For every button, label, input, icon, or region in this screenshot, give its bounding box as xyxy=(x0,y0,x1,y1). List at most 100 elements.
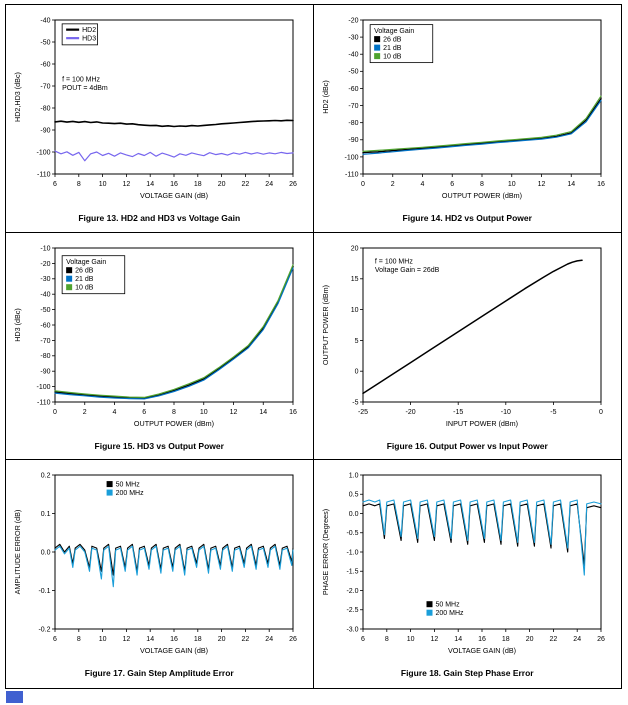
svg-text:4: 4 xyxy=(113,409,117,416)
svg-text:0: 0 xyxy=(355,368,359,375)
figure-15-caption: Figure 15. HD3 vs Output Power xyxy=(94,440,224,451)
svg-text:26: 26 xyxy=(597,636,605,643)
svg-text:-110: -110 xyxy=(345,171,359,178)
svg-text:14: 14 xyxy=(568,181,576,188)
svg-text:18: 18 xyxy=(194,181,202,188)
svg-text:18: 18 xyxy=(502,636,510,643)
svg-text:Voltage Gain: Voltage Gain xyxy=(66,259,106,266)
svg-text:-90: -90 xyxy=(41,127,51,134)
svg-text:0: 0 xyxy=(599,409,603,416)
svg-text:16: 16 xyxy=(170,181,178,188)
figure-17-caption: Figure 17. Gain Step Amplitude Error xyxy=(84,668,234,679)
svg-text:-20: -20 xyxy=(349,17,359,24)
svg-text:200 MHz: 200 MHz xyxy=(116,490,145,497)
svg-text:0: 0 xyxy=(53,409,57,416)
datasheet-figure-grid: 6 8 10 12 14 16 18 20 22 24 26 -40 -50 -60 -70 -80 -90 -1… xyxy=(5,4,622,689)
svg-text:26: 26 xyxy=(289,636,297,643)
svg-text:VOLTAGE GAIN (dB): VOLTAGE GAIN (dB) xyxy=(140,646,208,655)
svg-text:-0.5: -0.5 xyxy=(347,530,359,537)
svg-text:15: 15 xyxy=(351,276,359,283)
svg-text:8: 8 xyxy=(172,409,176,416)
svg-text:6: 6 xyxy=(53,181,57,188)
svg-text:AMPLITUDE ERROR (dB): AMPLITUDE ERROR (dB) xyxy=(13,510,22,595)
figure-13-caption: Figure 13. HD2 and HD3 vs Voltage Gain xyxy=(78,213,241,223)
svg-text:-50: -50 xyxy=(41,307,51,314)
svg-text:8: 8 xyxy=(77,636,81,643)
svg-text:VOLTAGE GAIN (dB): VOLTAGE GAIN (dB) xyxy=(448,646,516,655)
svg-text:POUT = 4dBm: POUT = 4dBm xyxy=(62,85,108,92)
figure-17: 6 8 10 12 14 16 18 20 22 24 26 0.2 0.1 0.0 -0.1 -0.2 VOL… xyxy=(6,460,314,688)
svg-text:OUTPUT POWER (dBm): OUTPUT POWER (dBm) xyxy=(134,419,214,428)
svg-text:-40: -40 xyxy=(349,52,359,59)
svg-text:-60: -60 xyxy=(41,61,51,68)
svg-text:f = 100 MHz: f = 100 MHz xyxy=(375,258,413,265)
svg-text:16: 16 xyxy=(289,409,297,416)
svg-text:-1.0: -1.0 xyxy=(347,550,359,557)
svg-text:12: 12 xyxy=(538,181,546,188)
svg-text:14: 14 xyxy=(260,409,268,416)
svg-text:-0.1: -0.1 xyxy=(39,588,51,595)
svg-text:HD3: HD3 xyxy=(82,36,96,43)
figure-18: 6 8 10 12 14 16 18 20 22 24 26 1.0 0.5 0.0 -0.5 -1.0 -1.… xyxy=(314,460,622,688)
svg-text:-90: -90 xyxy=(349,137,359,144)
svg-text:0: 0 xyxy=(361,181,365,188)
svg-text:18: 18 xyxy=(194,636,202,643)
svg-text:-30: -30 xyxy=(349,35,359,42)
svg-text:14: 14 xyxy=(147,636,155,643)
svg-text:-70: -70 xyxy=(41,337,51,344)
svg-text:4: 4 xyxy=(421,181,425,188)
svg-text:8: 8 xyxy=(385,636,389,643)
svg-text:-15: -15 xyxy=(453,409,463,416)
svg-text:10: 10 xyxy=(351,307,359,314)
svg-text:12: 12 xyxy=(431,636,439,643)
svg-text:HD2,HD3 (dBc): HD2,HD3 (dBc) xyxy=(13,72,22,122)
svg-text:0.0: 0.0 xyxy=(349,511,359,518)
figure-14-chart: 0 2 4 6 8 10 12 14 16 -20 -30 -40 -50 -60 -70 -80 -90 -10… xyxy=(321,17,605,200)
svg-text:-50: -50 xyxy=(41,39,51,46)
svg-text:-80: -80 xyxy=(349,120,359,127)
figure-14: 0 2 4 6 8 10 12 14 16 -20 -30 -40 -50 -60 -70 -80 -90 -10… xyxy=(313,5,621,233)
svg-text:-100: -100 xyxy=(345,154,359,161)
svg-text:-5: -5 xyxy=(551,409,557,416)
svg-text:8: 8 xyxy=(77,181,81,188)
svg-text:22: 22 xyxy=(550,636,558,643)
svg-text:0.1: 0.1 xyxy=(41,511,51,518)
svg-text:-0.2: -0.2 xyxy=(39,627,51,634)
svg-text:INPUT POWER (dBm): INPUT POWER (dBm) xyxy=(446,419,518,428)
svg-text:PHASE ERROR (Degrees): PHASE ERROR (Degrees) xyxy=(321,509,330,595)
svg-text:-40: -40 xyxy=(41,17,51,24)
svg-text:HD2 (dBc): HD2 (dBc) xyxy=(321,80,330,114)
svg-text:-2.5: -2.5 xyxy=(347,607,359,614)
svg-text:12: 12 xyxy=(123,181,131,188)
svg-text:2: 2 xyxy=(83,409,87,416)
svg-text:10: 10 xyxy=(508,181,516,188)
svg-text:50 MHz: 50 MHz xyxy=(436,602,461,609)
svg-text:Voltage Gain = 26dB: Voltage Gain = 26dB xyxy=(375,267,440,274)
svg-text:OUTPUT POWER (dBm): OUTPUT POWER (dBm) xyxy=(442,191,522,200)
svg-text:21 dB: 21 dB xyxy=(75,276,94,283)
svg-text:-60: -60 xyxy=(349,86,359,93)
figure-13-chart: 6 8 10 12 14 16 18 20 22 24 26 -40 -50 -60 -70 -80 -90 -1… xyxy=(13,17,297,200)
svg-text:-3.0: -3.0 xyxy=(347,627,359,634)
figure-14-caption: Figure 14. HD2 vs Output Power xyxy=(402,213,532,223)
figure-13: 6 8 10 12 14 16 18 20 22 24 26 -40 -50 -60 -70 -80 -90 -1… xyxy=(6,5,314,233)
svg-text:14: 14 xyxy=(455,636,463,643)
svg-text:HD3 (dBc): HD3 (dBc) xyxy=(13,308,22,342)
svg-text:-25: -25 xyxy=(358,409,368,416)
svg-text:10: 10 xyxy=(407,636,415,643)
svg-text:16: 16 xyxy=(478,636,486,643)
svg-text:6: 6 xyxy=(143,409,147,416)
svg-text:-80: -80 xyxy=(41,353,51,360)
figure-15: 0 2 4 6 8 10 12 14 16 -10 -20 -30 -40 -50 -60 -70 -80 -90… xyxy=(6,232,314,461)
svg-text:0.5: 0.5 xyxy=(349,492,359,499)
svg-text:2: 2 xyxy=(391,181,395,188)
svg-text:6: 6 xyxy=(361,636,365,643)
svg-text:14: 14 xyxy=(147,181,155,188)
svg-text:26: 26 xyxy=(289,181,297,188)
svg-text:10: 10 xyxy=(99,636,107,643)
svg-text:-10: -10 xyxy=(501,409,511,416)
svg-text:24: 24 xyxy=(266,636,274,643)
svg-text:-90: -90 xyxy=(41,368,51,375)
svg-text:-10: -10 xyxy=(41,245,51,252)
svg-text:24: 24 xyxy=(266,181,274,188)
